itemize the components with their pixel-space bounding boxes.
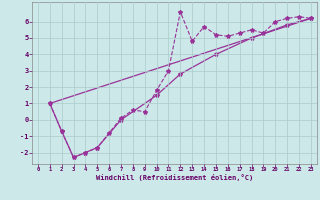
X-axis label: Windchill (Refroidissement éolien,°C): Windchill (Refroidissement éolien,°C) [96, 174, 253, 181]
